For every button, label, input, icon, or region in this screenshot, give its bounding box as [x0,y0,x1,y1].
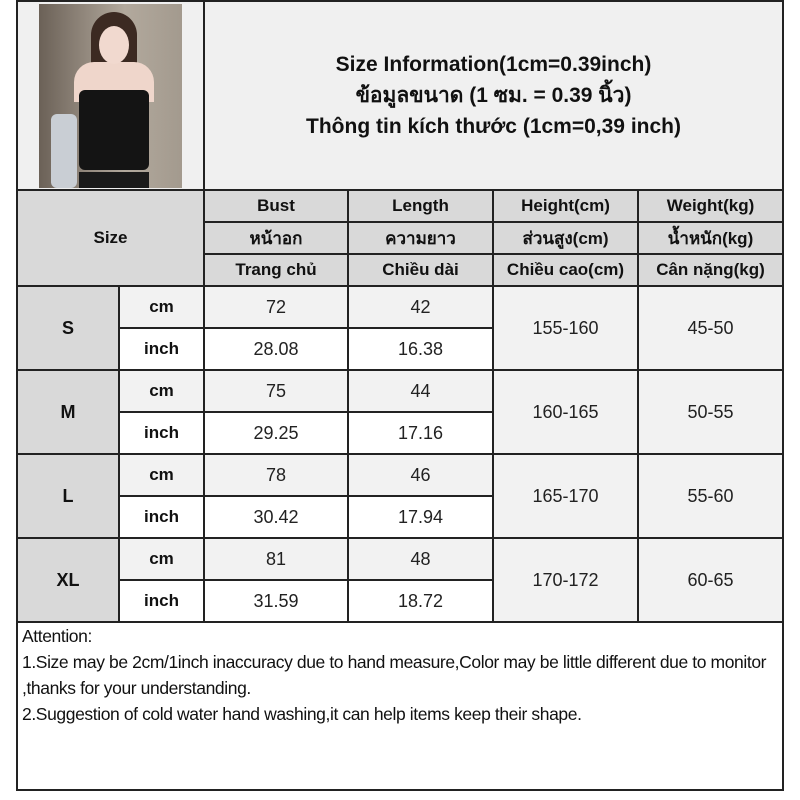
col-header-bust-en: Bust [203,189,349,223]
length-inch: 17.94 [347,495,494,539]
bust-cm: 72 [203,285,349,329]
attention-line-1: 1.Size may be 2cm/1inch inaccuracy due t… [22,652,767,698]
col-header-length-vi: Chiều dài [347,253,494,287]
col-header-weight-th: น้ำหนัก(kg) [636,221,785,255]
size-label: XL [16,537,120,623]
size-label: M [16,369,120,455]
table-row-cm: M cm 75 44 160-165 50-55 [16,369,785,455]
size-chart: Size Information(1cm=0.39inch) ข้อมูลขนา… [15,0,785,791]
col-header-height-th: ส่วนสูง(cm) [492,221,639,255]
title-vietnamese: Thông tin kích thước (1cm=0,39 inch) [306,115,681,138]
table-row-cm: S cm 72 42 155-160 45-50 [16,285,785,371]
height-range: 160-165 [492,369,639,455]
bust-cm: 81 [203,537,349,581]
col-header-weight-en: Weight(kg) [636,189,785,223]
bust-inch: 29.25 [203,411,349,455]
height-range: 170-172 [492,537,639,623]
col-header-height-vi: Chiều cao(cm) [492,253,639,287]
unit-label-cm: cm [118,453,205,497]
bust-cm: 78 [203,453,349,497]
attention-heading: Attention: [22,626,92,646]
product-photo [39,3,182,188]
length-inch: 17.16 [347,411,494,455]
table-row-inch: inch 31.59 18.72 [17,579,783,623]
attention-line-2: 2.Suggestion of cold water hand washing,… [22,704,582,724]
attention-notes: Attention: 1.Size may be 2cm/1inch inacc… [15,621,785,791]
unit-label-inch: inch [118,327,205,371]
weight-range: 55-60 [636,453,785,539]
table-row-inch: inch 30.42 17.94 [17,495,783,539]
product-photo-cell [16,0,205,191]
length-cm: 42 [347,285,494,329]
col-header-length-en: Length [347,189,494,223]
bust-inch: 30.42 [203,495,349,539]
length-cm: 46 [347,453,494,497]
weight-range: 45-50 [636,285,785,371]
bust-inch: 28.08 [203,327,349,371]
col-header-height-en: Height(cm) [492,189,639,223]
size-label: L [16,453,120,539]
table-row-cm: L cm 78 46 165-170 55-60 [16,453,785,539]
unit-label-cm: cm [118,369,205,413]
weight-range: 60-65 [636,537,785,623]
bust-inch: 31.59 [203,579,349,623]
col-header-weight-vi: Cân nặng(kg) [636,253,785,287]
weight-range: 50-55 [636,369,785,455]
table-row-inch: inch 28.08 16.38 [17,327,783,371]
table-row-inch: inch 29.25 17.16 [17,411,783,455]
length-inch: 16.38 [347,327,494,371]
title-thai: ข้อมูลขนาด (1 ซม. = 0.39 นิ้ว) [355,84,632,107]
unit-label-cm: cm [118,285,205,329]
size-table: Size Information(1cm=0.39inch) ข้อมูลขนา… [15,0,785,791]
length-cm: 48 [347,537,494,581]
bust-cm: 75 [203,369,349,413]
col-header-bust-vi: Trang chủ [203,253,349,287]
table-row-cm: XL cm 81 48 170-172 60-65 [16,537,785,623]
unit-label-cm: cm [118,537,205,581]
unit-label-inch: inch [118,495,205,539]
length-cm: 44 [347,369,494,413]
col-header-length-th: ความยาว [347,221,494,255]
height-range: 155-160 [492,285,639,371]
unit-label-inch: inch [118,579,205,623]
length-inch: 18.72 [347,579,494,623]
size-header: Size [16,189,205,287]
height-range: 165-170 [492,453,639,539]
unit-label-inch: inch [118,411,205,455]
title-english: Size Information(1cm=0.39inch) [335,53,652,76]
size-info-title: Size Information(1cm=0.39inch) ข้อมูลขนา… [202,0,785,191]
size-label: S [16,285,120,371]
col-header-bust-th: หน้าอก [203,221,349,255]
